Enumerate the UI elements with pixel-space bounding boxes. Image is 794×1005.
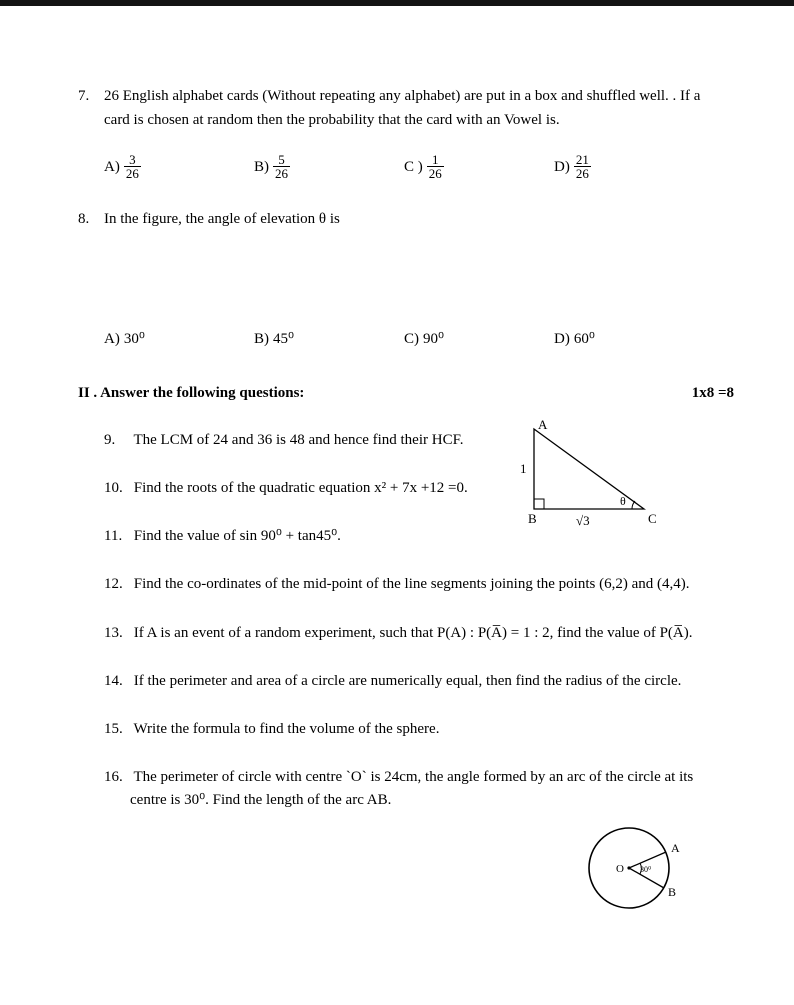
section-2-marks: 1x8 =8	[692, 383, 734, 403]
q15-number: 15.	[104, 719, 130, 739]
q7-opt-d-den: 26	[574, 167, 591, 181]
q8-opt-c-label: C)	[404, 329, 419, 349]
question-15: 15. Write the formula to find the volume…	[104, 719, 734, 739]
q7-text-line1: 26 English alphabet cards (Without repea…	[104, 88, 700, 104]
q7-opt-a-label: A)	[104, 157, 120, 177]
fig8-side-ab: 1	[520, 461, 527, 476]
q8-opt-d-val: 60⁰	[574, 329, 595, 349]
q8-opt-c-val: 90⁰	[423, 329, 444, 349]
fig8-theta: θ	[620, 494, 626, 508]
q8-opt-d: D) 60⁰	[554, 329, 704, 349]
q8-opt-a: A) 30⁰	[104, 329, 254, 349]
q12-number: 12.	[104, 574, 130, 594]
q8-body: In the figure, the angle of elevation θ …	[104, 209, 734, 229]
q7-opt-b-frac: 5 26	[273, 153, 290, 181]
fig8-side-bc: √3	[576, 513, 590, 528]
q8-figure: A B C 1 √3 θ	[514, 419, 674, 545]
q7-opt-c: C ) 1 26	[404, 153, 554, 181]
q7-number: 7.	[78, 86, 104, 181]
q8-opt-b-val: 45⁰	[273, 329, 294, 349]
fig16-label-a: A	[671, 841, 680, 855]
q13-number: 13.	[104, 623, 130, 643]
question-8: 8. In the figure, the angle of elevation…	[78, 209, 734, 350]
q10-number: 10.	[104, 478, 130, 498]
q8-number: 8.	[78, 209, 104, 229]
q12-text: Find the co-ordinates of the mid-point o…	[134, 576, 690, 592]
q9-number: 9.	[104, 430, 130, 450]
q7-opt-a-frac: 3 26	[124, 153, 141, 181]
q8-row: 8. In the figure, the angle of elevation…	[78, 209, 734, 229]
q14-text: If the perimeter and area of a circle ar…	[134, 673, 682, 689]
fig8-label-a: A	[538, 419, 548, 432]
q7-opt-b-den: 26	[273, 167, 290, 181]
q16-text-line2: centre is 30⁰. Find the length of the ar…	[104, 790, 734, 810]
fig8-label-c: C	[648, 511, 657, 526]
q7-opt-b-label: B)	[254, 157, 269, 177]
q7-opt-d-frac: 21 26	[574, 153, 591, 181]
q7-opt-d-num: 21	[574, 153, 591, 168]
q7-opt-a-den: 26	[124, 167, 141, 181]
q11-text: Find the value of sin 90⁰ + tan45⁰.	[134, 528, 341, 544]
q7-opt-b: B) 5 26	[254, 153, 404, 181]
q7-opt-c-label: C )	[404, 157, 423, 177]
q7-opt-c-num: 1	[427, 153, 444, 168]
q13-text: If A is an event of a random experiment,…	[134, 625, 693, 641]
fig16-label-o: O	[616, 863, 624, 875]
q11-number: 11.	[104, 526, 130, 546]
question-13: 13. If A is an event of a random experim…	[104, 623, 734, 643]
q8-opt-a-val: 30⁰	[124, 329, 145, 349]
q8-opt-c: C) 90⁰	[404, 329, 554, 349]
q16-text-line1: The perimeter of circle with centre `O` …	[133, 769, 693, 785]
q9-text: The LCM of 24 and 36 is 48 and hence fin…	[133, 432, 463, 448]
question-12: 12. Find the co-ordinates of the mid-poi…	[104, 574, 734, 594]
q15-text: Write the formula to find the volume of …	[133, 721, 439, 737]
fig8-label-b: B	[528, 511, 537, 526]
question-16: 16. The perimeter of circle with centre …	[104, 767, 734, 924]
circle-sector-icon: O A B 30⁰	[574, 818, 694, 918]
q16-figure: O A B 30⁰	[104, 818, 734, 924]
triangle-icon: A B C 1 √3 θ	[514, 419, 674, 539]
q7-opt-c-den: 26	[427, 167, 444, 181]
question-14: 14. If the perimeter and area of a circl…	[104, 671, 734, 691]
exam-page: 7. 26 English alphabet cards (Without re…	[0, 0, 794, 1005]
q10-text: Find the roots of the quadratic equation…	[134, 480, 468, 496]
q8-opt-a-label: A)	[104, 329, 120, 349]
fig16-label-b: B	[668, 885, 676, 899]
q8-opt-d-label: D)	[554, 329, 570, 349]
section-2-title: II . Answer the following questions:	[78, 383, 304, 403]
question-7: 7. 26 English alphabet cards (Without re…	[78, 86, 734, 181]
fig16-angle: 30⁰	[640, 865, 651, 874]
q8-options: A) 30⁰ B) 45⁰ C) 90⁰ D) 60⁰	[104, 329, 734, 349]
q7-body: 26 English alphabet cards (Without repea…	[104, 86, 734, 181]
section-2-header: II . Answer the following questions: 1x8…	[78, 383, 734, 403]
q7-row: 7. 26 English alphabet cards (Without re…	[78, 86, 734, 181]
q8-opt-b: B) 45⁰	[254, 329, 404, 349]
q8-text: In the figure, the angle of elevation θ …	[104, 211, 340, 227]
q7-options: A) 3 26 B) 5 26 C )	[104, 153, 734, 181]
q7-opt-a: A) 3 26	[104, 153, 254, 181]
q7-opt-a-num: 3	[124, 153, 141, 168]
q7-opt-d-label: D)	[554, 157, 570, 177]
q7-opt-b-num: 5	[273, 153, 290, 168]
q14-number: 14.	[104, 671, 130, 691]
q7-opt-d: D) 21 26	[554, 153, 704, 181]
q7-opt-c-frac: 1 26	[427, 153, 444, 181]
q7-text-line2: card is chosen at random then the probab…	[104, 110, 734, 130]
q16-number: 16.	[104, 767, 130, 787]
q8-opt-b-label: B)	[254, 329, 269, 349]
